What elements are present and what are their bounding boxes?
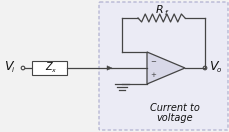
Text: Current to: Current to (149, 103, 199, 113)
FancyBboxPatch shape (98, 2, 227, 130)
Text: o: o (216, 67, 220, 73)
Text: R: R (155, 5, 163, 15)
Text: −: − (149, 59, 155, 65)
Text: V: V (4, 60, 12, 74)
Text: +: + (149, 72, 155, 78)
Text: V: V (208, 60, 217, 74)
Polygon shape (106, 66, 112, 70)
Text: Z: Z (45, 62, 52, 72)
Polygon shape (146, 52, 184, 84)
Text: i: i (12, 67, 14, 73)
Text: x: x (51, 68, 55, 73)
Bar (32, 61, 67, 75)
Text: voltage: voltage (156, 113, 192, 123)
Text: f: f (164, 10, 166, 16)
